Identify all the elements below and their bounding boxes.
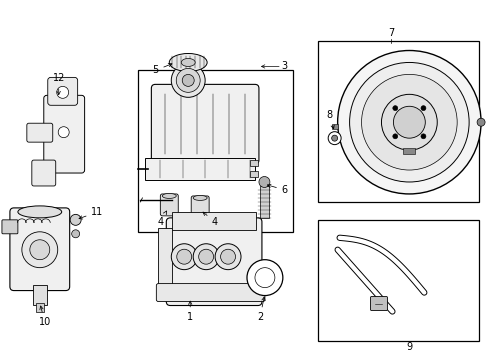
Circle shape (392, 134, 397, 139)
Circle shape (420, 134, 425, 139)
Bar (403, 148, 414, 154)
Circle shape (72, 230, 80, 238)
Text: 1: 1 (187, 301, 193, 323)
Ellipse shape (181, 58, 195, 67)
Circle shape (331, 135, 337, 141)
Bar (145, 158, 254, 180)
Ellipse shape (193, 195, 207, 201)
Circle shape (58, 127, 69, 138)
Circle shape (57, 86, 68, 98)
Circle shape (30, 240, 50, 260)
Circle shape (393, 106, 425, 138)
Bar (317, 41, 478, 202)
FancyBboxPatch shape (44, 95, 84, 173)
Bar (36, 302, 44, 312)
Circle shape (176, 68, 200, 92)
Bar (249, 160, 258, 166)
Bar (317, 220, 478, 341)
Ellipse shape (169, 54, 207, 71)
Circle shape (220, 249, 235, 264)
Ellipse shape (18, 206, 61, 218)
Text: 7: 7 (387, 28, 394, 37)
Bar (260, 186, 268, 218)
Text: 3: 3 (281, 62, 287, 71)
Circle shape (22, 232, 58, 268)
FancyBboxPatch shape (160, 194, 178, 216)
Text: 8: 8 (326, 110, 334, 129)
Bar (331, 124, 337, 129)
Text: 4: 4 (157, 211, 166, 227)
Circle shape (420, 105, 425, 111)
Text: 12: 12 (52, 73, 65, 95)
Text: 6: 6 (267, 184, 287, 195)
Text: 11: 11 (79, 207, 103, 219)
Circle shape (215, 244, 241, 270)
Circle shape (176, 249, 191, 264)
FancyBboxPatch shape (48, 77, 78, 105)
FancyBboxPatch shape (27, 123, 53, 142)
Text: 5: 5 (152, 63, 172, 76)
Bar (158, 228, 172, 289)
Circle shape (198, 249, 213, 264)
Circle shape (381, 94, 436, 150)
Circle shape (259, 176, 269, 188)
Bar (33, 285, 47, 305)
FancyBboxPatch shape (156, 284, 264, 302)
FancyBboxPatch shape (191, 196, 209, 218)
FancyBboxPatch shape (32, 160, 56, 186)
Bar (138, 71, 292, 232)
FancyBboxPatch shape (166, 218, 262, 306)
Circle shape (349, 62, 468, 182)
Bar (249, 171, 258, 177)
Circle shape (327, 132, 341, 145)
Text: 9: 9 (406, 342, 411, 352)
Circle shape (246, 260, 282, 296)
FancyBboxPatch shape (2, 220, 18, 234)
Ellipse shape (162, 193, 176, 198)
Circle shape (254, 268, 274, 288)
FancyBboxPatch shape (10, 208, 69, 291)
FancyBboxPatch shape (370, 297, 386, 310)
Circle shape (70, 214, 81, 225)
Circle shape (476, 118, 484, 126)
Circle shape (171, 244, 197, 270)
Circle shape (392, 105, 397, 111)
FancyBboxPatch shape (151, 84, 259, 164)
Circle shape (361, 75, 456, 170)
Circle shape (337, 50, 480, 194)
Circle shape (182, 75, 194, 86)
Text: 4: 4 (203, 212, 218, 227)
Circle shape (171, 63, 205, 97)
Circle shape (193, 244, 219, 270)
Bar (172, 212, 255, 230)
Text: 10: 10 (39, 306, 51, 328)
Text: 2: 2 (256, 297, 264, 323)
